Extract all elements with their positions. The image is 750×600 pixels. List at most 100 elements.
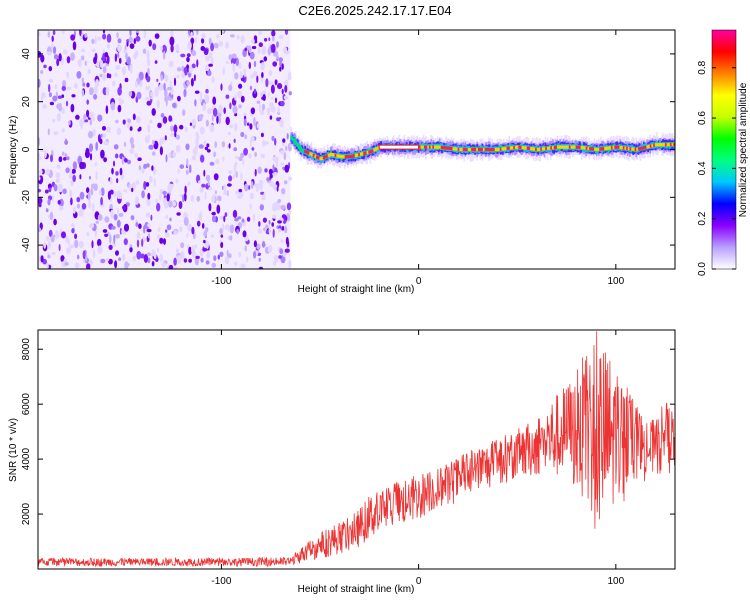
track-core bbox=[600, 147, 603, 151]
noise-speckle bbox=[124, 158, 128, 163]
track-core bbox=[518, 145, 521, 149]
noise-speckle bbox=[115, 250, 119, 256]
noise-speckle bbox=[240, 263, 246, 269]
noise-speckle bbox=[250, 107, 256, 115]
noise-speckle bbox=[116, 32, 119, 39]
noise-speckle bbox=[111, 167, 114, 175]
noise-speckle bbox=[275, 202, 281, 211]
noise-speckle bbox=[124, 77, 129, 83]
track-core bbox=[508, 146, 511, 150]
track-core bbox=[599, 147, 602, 151]
track-core bbox=[450, 147, 454, 151]
noise-speckle bbox=[272, 202, 277, 212]
noise-speckle bbox=[208, 63, 213, 67]
noise-speckle bbox=[93, 56, 97, 65]
noise-speckle bbox=[205, 64, 210, 72]
track-core bbox=[658, 143, 661, 147]
noise-speckle bbox=[200, 154, 205, 163]
noise-speckle bbox=[123, 238, 128, 246]
noise-speckle bbox=[143, 254, 149, 263]
snr-series bbox=[38, 331, 675, 568]
track-core bbox=[356, 153, 359, 157]
y-tick-label: 20 bbox=[21, 96, 32, 108]
noise-speckle bbox=[106, 126, 112, 133]
noise-speckle bbox=[250, 74, 255, 79]
y-tick-label: -20 bbox=[21, 190, 32, 205]
noise-speckle bbox=[115, 171, 119, 176]
noise-speckle bbox=[228, 84, 233, 92]
track-core bbox=[346, 155, 349, 159]
y-tick-label: 2000 bbox=[21, 502, 32, 525]
noise-speckle bbox=[146, 100, 152, 106]
noise-speckle bbox=[228, 54, 233, 60]
noise-speckle bbox=[160, 74, 163, 81]
track-band bbox=[302, 149, 305, 152]
noise-speckle bbox=[113, 160, 115, 167]
noise-speckle bbox=[114, 53, 118, 62]
noise-speckle bbox=[82, 250, 86, 259]
noise-speckle bbox=[283, 95, 288, 100]
noise-speckle bbox=[83, 113, 87, 121]
track-core bbox=[617, 145, 620, 149]
noise-speckle bbox=[261, 45, 267, 56]
track-core bbox=[370, 150, 373, 154]
noise-speckle bbox=[68, 173, 74, 179]
noise-speckle bbox=[236, 35, 240, 40]
noise-speckle bbox=[225, 94, 230, 99]
noise-speckle bbox=[276, 41, 279, 48]
track-core bbox=[629, 147, 632, 151]
noise-speckle bbox=[277, 106, 280, 114]
noise-speckle bbox=[273, 155, 279, 160]
track-core bbox=[317, 156, 320, 160]
noise-speckle bbox=[70, 197, 73, 206]
noise-speckle bbox=[223, 107, 226, 114]
noise-speckle bbox=[253, 240, 257, 248]
track-core bbox=[307, 151, 310, 155]
noise-speckle bbox=[111, 225, 116, 230]
noise-speckle bbox=[138, 223, 142, 229]
spectrogram-y-label: Frequency (Hz) bbox=[8, 116, 19, 185]
noise-speckle bbox=[225, 41, 230, 49]
track-core bbox=[668, 143, 671, 147]
x-tick-label: -100 bbox=[211, 576, 231, 587]
track-core bbox=[422, 145, 425, 149]
noise-speckle bbox=[141, 238, 144, 247]
noise-speckle bbox=[86, 99, 89, 105]
noise-speckle bbox=[168, 152, 172, 159]
noise-speckle bbox=[61, 57, 64, 66]
noise-speckle bbox=[213, 173, 219, 181]
noise-speckle bbox=[134, 196, 139, 205]
noise-speckle bbox=[221, 141, 226, 148]
noise-speckle bbox=[261, 72, 264, 78]
noise-speckle bbox=[156, 202, 161, 212]
noise-speckle bbox=[145, 86, 149, 91]
noise-speckle bbox=[203, 169, 206, 177]
noise-speckle bbox=[190, 37, 195, 45]
noise-speckle bbox=[278, 255, 282, 259]
noise-speckle bbox=[265, 224, 269, 229]
track-core bbox=[631, 147, 634, 151]
noise-speckle bbox=[234, 94, 237, 101]
track-core bbox=[349, 155, 352, 159]
noise-speckle bbox=[119, 167, 123, 176]
noise-speckle bbox=[275, 160, 279, 168]
track-core bbox=[604, 146, 607, 151]
track-core bbox=[324, 155, 327, 159]
noise-speckle bbox=[52, 46, 57, 54]
noise-speckle bbox=[207, 70, 212, 77]
track-core bbox=[430, 145, 433, 149]
noise-speckle bbox=[38, 197, 43, 204]
noise-speckle bbox=[286, 202, 292, 211]
noise-speckle bbox=[132, 255, 137, 262]
noise-speckle bbox=[126, 123, 131, 129]
noise-speckle bbox=[207, 181, 210, 186]
noise-speckle bbox=[262, 90, 267, 95]
noise-speckle bbox=[190, 31, 193, 39]
noise-speckle bbox=[103, 140, 109, 146]
noise-speckle bbox=[102, 229, 108, 233]
noise-speckle bbox=[66, 71, 70, 79]
noise-speckle bbox=[166, 86, 172, 91]
noise-speckle bbox=[185, 169, 189, 175]
noise-speckle bbox=[47, 183, 52, 190]
noise-speckle bbox=[110, 101, 116, 111]
